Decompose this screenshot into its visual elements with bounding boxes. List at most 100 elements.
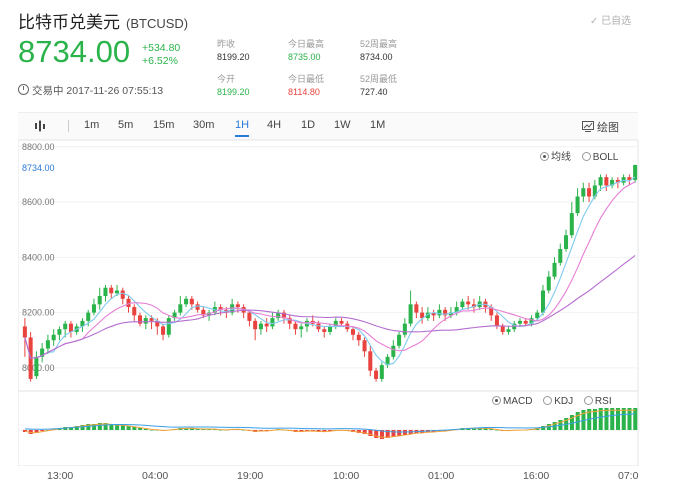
candle-body [431, 312, 436, 316]
macd-bar [604, 408, 609, 430]
macd-bar [120, 425, 125, 430]
interval-1d[interactable]: 1D [301, 119, 316, 131]
price-chart[interactable]: 8800.008600.008400.008200.008000.008734.… [18, 140, 640, 466]
candle-body [45, 340, 50, 349]
time-tick: 04:00 [142, 470, 169, 482]
candle-body [63, 323, 68, 330]
macd-bar [69, 427, 74, 430]
candle-body [172, 312, 177, 319]
macd-bar [477, 428, 482, 430]
candle-body [425, 312, 430, 319]
candle-body [523, 320, 528, 324]
candle-body [299, 326, 304, 330]
sub-indicator-options: MACD KDJ RSI [492, 396, 612, 407]
stat-label: 52周最高 [360, 39, 398, 49]
stat-value: 8199.20 [217, 52, 250, 62]
option-kdj[interactable]: KDJ [543, 396, 573, 407]
candle-body [339, 320, 344, 324]
price-tick: 8200.00 [22, 308, 55, 318]
stat-low: 今日最低 8114.80 [288, 73, 324, 99]
macd-bar [328, 430, 333, 431]
candle-body [120, 290, 125, 299]
candle-body [552, 262, 557, 277]
macd-bar [615, 408, 621, 430]
candle-body [391, 345, 396, 357]
candle-body [587, 188, 592, 197]
macd-bar [218, 430, 223, 431]
candle-body [546, 276, 551, 291]
option-ma[interactable]: 均线 [540, 152, 571, 163]
candle-body [195, 304, 200, 310]
interval-1h[interactable]: 1H [235, 119, 250, 137]
candle-body [610, 179, 615, 186]
candle-body [529, 318, 534, 324]
interval-1mo[interactable]: 1M [370, 119, 386, 131]
instrument-title: 比特币兑美元 (BTCUSD) [18, 8, 188, 33]
candle-body [281, 312, 286, 319]
candle-body [201, 309, 206, 316]
candle-body [500, 326, 505, 332]
current-price-tag: 8734.00 [22, 163, 55, 173]
stat-label: 52周最低 [360, 74, 398, 84]
candle-body [264, 323, 269, 327]
macd-bar [569, 415, 574, 430]
macd-bar [305, 430, 310, 431]
candle-body [604, 177, 609, 186]
candle-body [517, 320, 522, 324]
macd-bar [627, 408, 632, 430]
candle-body [327, 326, 333, 332]
active-indicator [235, 135, 250, 137]
interval-4h[interactable]: 4H [267, 119, 282, 131]
candle-body [184, 298, 189, 305]
macd-bar [397, 430, 402, 436]
macd-bar [115, 425, 120, 430]
candle-body [598, 177, 603, 186]
draw-button[interactable]: 绘图 [582, 119, 619, 135]
moving-average-lines [24, 176, 636, 366]
macd-bar [598, 408, 603, 430]
chart-type-icon[interactable] [34, 120, 48, 135]
macd-bar [28, 430, 33, 434]
radio-icon [543, 396, 553, 405]
candle-body [91, 304, 96, 313]
clock-icon [18, 84, 29, 95]
candle-body [218, 307, 223, 310]
macd-bar [259, 430, 264, 431]
candles-icon [35, 120, 45, 132]
interval-1w[interactable]: 1W [334, 119, 351, 131]
candle-body [34, 356, 39, 377]
macd-bar [126, 426, 131, 430]
option-macd[interactable]: MACD [492, 396, 532, 407]
macd-bar [195, 429, 200, 430]
candle-body [322, 329, 327, 332]
candle-body [68, 323, 73, 332]
macd-bar [138, 428, 143, 430]
stat-open: 今开 8199.20 [217, 73, 250, 99]
interval-5m[interactable]: 5m [118, 119, 134, 131]
candle-body [161, 326, 166, 335]
macd-bar [40, 430, 45, 431]
main-indicator-options: 均线 BOLL [540, 148, 618, 163]
radio-icon [492, 396, 501, 405]
macd-bar [184, 428, 189, 430]
option-rsi[interactable]: RSI [583, 396, 612, 407]
chart-toolbar: 1m 5m 15m 30m 1H 4H 1D 1W 1M 绘图 [18, 112, 638, 140]
draw-icon [582, 121, 594, 132]
option-boll[interactable]: BOLL [581, 152, 618, 163]
stat-value: 8114.80 [288, 87, 320, 97]
candle-body [253, 320, 258, 330]
candle-body [494, 315, 499, 327]
macd-bar [201, 429, 206, 430]
watchlist-toggle[interactable]: ✓ 已自选 [590, 16, 632, 27]
chart-grid [18, 140, 639, 466]
option-label: MACD [503, 396, 533, 407]
interval-1m[interactable]: 1m [84, 119, 100, 131]
candle-body [397, 334, 402, 346]
candle-body [443, 309, 448, 316]
macd-bar [472, 428, 477, 430]
interval-15m[interactable]: 15m [153, 119, 175, 131]
candle-body [40, 348, 45, 357]
interval-30m[interactable]: 30m [193, 119, 215, 131]
candle-body [166, 318, 171, 335]
candle-body [621, 177, 626, 183]
